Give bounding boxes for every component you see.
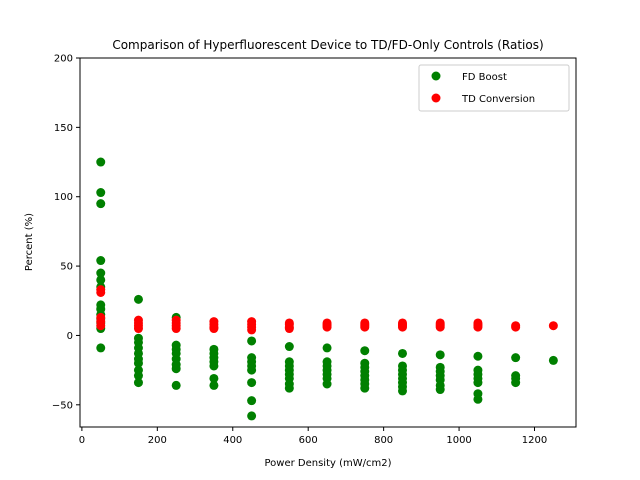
legend-frame <box>418 64 570 112</box>
x-tick-label: 200 <box>148 435 167 446</box>
point-td-conversion <box>247 325 257 335</box>
y-tick-label: −50 <box>52 400 73 411</box>
point-td-conversion <box>133 324 143 334</box>
point-fd-boost <box>247 365 257 375</box>
point-fd-boost <box>209 373 219 383</box>
x-axis: 0 200 400 600 800 1000 1200 <box>79 427 547 446</box>
point-fd-boost <box>511 353 521 363</box>
point-fd-boost <box>209 361 219 371</box>
point-fd-boost <box>247 411 257 421</box>
legend: FD Boost TD Conversion <box>418 64 570 112</box>
point-fd-boost <box>435 350 445 360</box>
point-fd-boost <box>284 383 294 393</box>
legend-marker-td-conversion <box>431 93 441 103</box>
point-td-conversion <box>284 324 294 334</box>
x-tick-label: 600 <box>299 435 318 446</box>
point-fd-boost <box>133 378 143 388</box>
x-tick-label: 0 <box>79 435 85 446</box>
y-tick-label: 50 <box>60 262 73 273</box>
y-tick-label: 100 <box>54 192 73 203</box>
point-fd-boost <box>171 380 181 390</box>
point-td-conversion <box>96 321 106 331</box>
x-tick-label: 1200 <box>522 435 547 446</box>
point-fd-boost <box>247 396 257 406</box>
point-td-conversion <box>322 322 332 332</box>
point-fd-boost <box>473 394 483 404</box>
point-fd-boost <box>96 343 106 353</box>
point-fd-boost <box>247 336 257 346</box>
point-td-conversion <box>209 324 219 334</box>
point-fd-boost <box>284 342 294 352</box>
point-fd-boost <box>96 256 106 266</box>
point-td-conversion <box>511 322 521 332</box>
point-fd-boost <box>96 157 106 167</box>
point-fd-boost <box>133 294 143 304</box>
y-tick-label: 150 <box>54 123 73 134</box>
point-td-conversion <box>96 287 106 297</box>
point-fd-boost <box>435 385 445 395</box>
point-td-conversion <box>435 322 445 332</box>
x-tick-label: 800 <box>374 435 393 446</box>
chart-title: Comparison of Hyperfluorescent Device to… <box>112 38 543 52</box>
point-fd-boost <box>322 379 332 389</box>
point-td-conversion <box>548 321 558 331</box>
point-fd-boost <box>473 378 483 388</box>
y-tick-label: 200 <box>54 54 73 65</box>
point-fd-boost <box>171 364 181 374</box>
point-fd-boost <box>473 351 483 361</box>
x-axis-label: Power Density (mW/cm2) <box>264 458 391 469</box>
point-fd-boost <box>548 355 558 365</box>
point-fd-boost <box>360 383 370 393</box>
point-td-conversion <box>171 324 181 334</box>
x-tick-label: 400 <box>223 435 242 446</box>
point-fd-boost <box>511 378 521 388</box>
point-fd-boost <box>397 348 407 358</box>
point-td-conversion <box>360 322 370 332</box>
legend-label-fd-boost: FD Boost <box>462 72 507 83</box>
legend-marker-fd-boost <box>431 71 441 81</box>
plot-area-frame <box>79 57 577 428</box>
y-tick-label: 0 <box>67 331 73 342</box>
y-axis-label: Percent (%) <box>24 213 35 271</box>
point-fd-boost <box>209 380 219 390</box>
point-fd-boost <box>96 188 106 198</box>
legend-label-td-conversion: TD Conversion <box>461 94 535 105</box>
point-fd-boost <box>133 371 143 381</box>
y-axis: −50 0 50 100 150 200 <box>52 54 80 411</box>
point-fd-boost <box>96 199 106 209</box>
point-fd-boost <box>322 343 332 353</box>
point-fd-boost <box>96 275 106 285</box>
point-td-conversion <box>397 322 407 332</box>
x-tick-label: 1000 <box>446 435 471 446</box>
point-fd-boost <box>96 268 106 278</box>
point-fd-boost <box>360 346 370 356</box>
point-fd-boost <box>247 378 257 388</box>
plot-marks <box>96 157 558 421</box>
point-fd-boost <box>397 386 407 396</box>
point-fd-boost <box>133 358 143 368</box>
point-td-conversion <box>473 322 483 332</box>
